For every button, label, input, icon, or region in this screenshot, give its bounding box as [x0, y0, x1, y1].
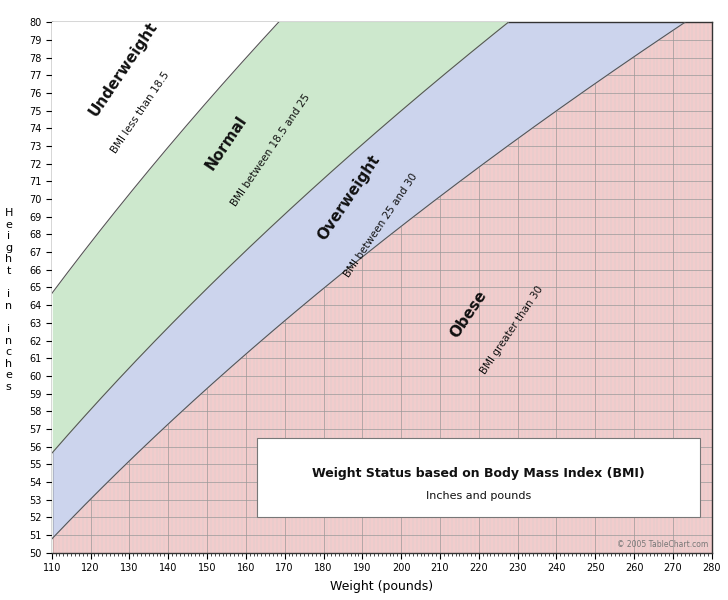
- Polygon shape: [52, 22, 508, 553]
- Polygon shape: [52, 22, 712, 553]
- Text: BMI less than 18.5: BMI less than 18.5: [109, 70, 172, 155]
- Polygon shape: [52, 22, 685, 553]
- FancyBboxPatch shape: [258, 438, 700, 517]
- Polygon shape: [52, 22, 279, 553]
- Text: BMI between 25 and 30: BMI between 25 and 30: [342, 171, 419, 278]
- Text: H
e
i
g
h
t
 
i
n
 
i
n
c
h
e
s: H e i g h t i n i n c h e s: [4, 208, 13, 392]
- Text: Weight Status based on Body Mass Index (BMI): Weight Status based on Body Mass Index (…: [312, 467, 645, 479]
- Text: Overweight: Overweight: [315, 152, 383, 243]
- Text: Normal: Normal: [202, 113, 250, 173]
- Text: © 2005 TableChart.com: © 2005 TableChart.com: [617, 540, 708, 549]
- Text: BMI between 18.5 and 25: BMI between 18.5 and 25: [230, 92, 312, 208]
- Text: BMI greater than 30: BMI greater than 30: [478, 284, 545, 376]
- Text: Underweight: Underweight: [86, 19, 160, 119]
- Text: Inches and pounds: Inches and pounds: [426, 491, 531, 501]
- X-axis label: Weight (pounds): Weight (pounds): [331, 580, 433, 593]
- Text: Obese: Obese: [447, 287, 489, 341]
